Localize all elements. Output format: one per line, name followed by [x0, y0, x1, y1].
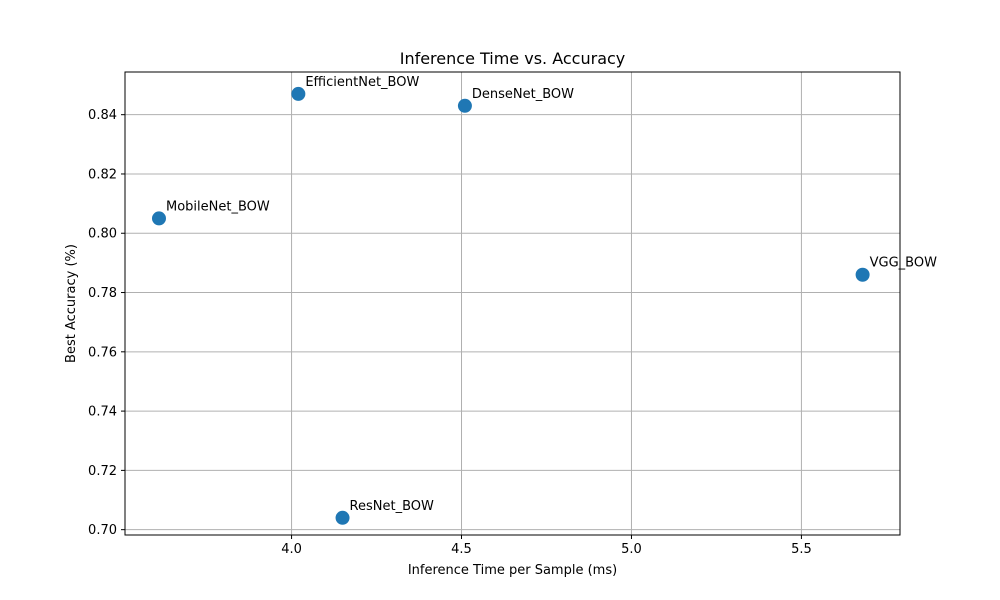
data-point-label: ResNet_BOW — [350, 499, 434, 514]
y-tick-label: 0.80 — [88, 227, 117, 242]
data-point — [291, 86, 306, 101]
x-tick-label: 5.5 — [791, 542, 812, 557]
grid — [125, 72, 900, 535]
data-point-label: VGG_BOW — [870, 256, 937, 271]
data-point-label: DenseNet_BOW — [472, 87, 574, 102]
y-tick-label: 0.82 — [88, 167, 117, 182]
y-tick-label: 0.76 — [88, 345, 117, 360]
x-axis-label: Inference Time per Sample (ms) — [408, 563, 617, 578]
y-tick-label: 0.72 — [88, 464, 117, 479]
data-point — [855, 267, 870, 282]
data-point-label: EfficientNet_BOW — [305, 75, 419, 90]
y-tick-label: 0.70 — [88, 523, 117, 538]
y-axis-label: Best Accuracy (%) — [64, 244, 79, 363]
y-axis-ticks: 0.70 0.72 0.74 0.76 0.78 0.80 0.82 0.84 — [88, 108, 125, 538]
y-tick-label: 0.78 — [88, 286, 117, 301]
data-point-label: MobileNet_BOW — [166, 199, 270, 214]
x-axis-ticks: 4.0 4.5 5.0 5.5 — [281, 535, 812, 557]
data-point — [457, 98, 472, 113]
y-tick-label: 0.74 — [88, 405, 117, 420]
data-point — [335, 510, 350, 525]
data-point — [151, 211, 166, 226]
x-tick-label: 4.0 — [281, 542, 302, 557]
chart-title: Inference Time vs. Accuracy — [400, 49, 626, 68]
x-tick-label: 4.5 — [451, 542, 472, 557]
y-tick-label: 0.84 — [88, 108, 117, 123]
data-points: EfficientNet_BOW DenseNet_BOW MobileNet_BO… — [151, 75, 937, 525]
plot-area-frame — [124, 71, 901, 536]
x-tick-label: 5.0 — [621, 542, 642, 557]
